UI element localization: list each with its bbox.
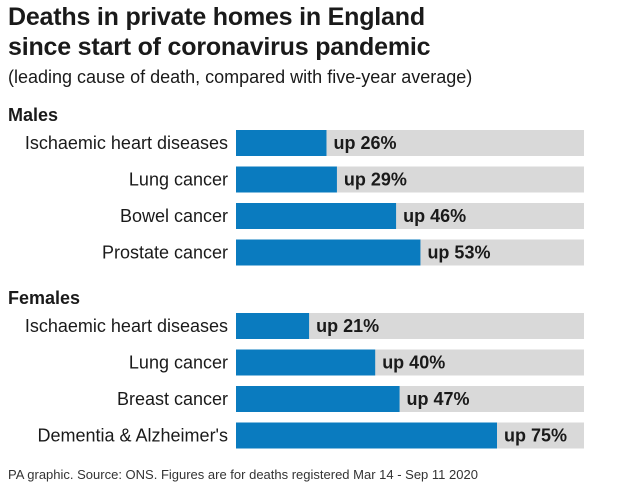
bar-males-bowel-cancer bbox=[236, 203, 397, 229]
chart-title-line-2: since start of coronavirus pandemic bbox=[8, 33, 431, 61]
bar-females-dementia-alzheimer-s bbox=[236, 422, 497, 449]
value-label-males-ischaemic-heart-diseases: up 26% bbox=[333, 133, 396, 153]
category-label-females-dementia-alzheimer-s: Dementia & Alzheimer's bbox=[37, 426, 228, 446]
bar-females-breast-cancer bbox=[236, 386, 400, 412]
chart-title-line-1: Deaths in private homes in England bbox=[8, 3, 425, 31]
footnote: PA graphic. Source: ONS. Figures are for… bbox=[8, 467, 478, 482]
value-label-males-prostate-cancer: up 53% bbox=[427, 243, 490, 263]
value-label-females-lung-cancer: up 40% bbox=[382, 353, 445, 373]
bar-females-ischaemic-heart-diseases bbox=[236, 313, 310, 339]
value-label-males-lung-cancer: up 29% bbox=[344, 170, 407, 190]
value-label-males-bowel-cancer: up 46% bbox=[403, 206, 466, 226]
bar-males-lung-cancer bbox=[236, 166, 337, 193]
chart-subtitle: (leading cause of death, compared with f… bbox=[8, 67, 473, 87]
group-title-males: Males bbox=[8, 105, 59, 125]
category-label-males-lung-cancer: Lung cancer bbox=[129, 170, 228, 190]
value-label-females-ischaemic-heart-diseases: up 21% bbox=[316, 316, 379, 336]
bar-males-ischaemic-heart-diseases bbox=[236, 130, 327, 156]
category-label-males-bowel-cancer: Bowel cancer bbox=[120, 206, 228, 226]
category-label-females-lung-cancer: Lung cancer bbox=[129, 353, 228, 373]
bar-females-lung-cancer bbox=[236, 349, 376, 376]
chart-title: Deaths in private homes in England since… bbox=[8, 2, 431, 62]
group-title-females: Females bbox=[8, 288, 81, 308]
category-label-females-ischaemic-heart-diseases: Ischaemic heart diseases bbox=[25, 316, 228, 336]
bar-males-prostate-cancer bbox=[236, 239, 421, 266]
category-label-females-breast-cancer: Breast cancer bbox=[117, 389, 228, 409]
value-label-females-dementia-alzheimer-s: up 75% bbox=[504, 426, 567, 446]
value-label-females-breast-cancer: up 47% bbox=[407, 389, 470, 409]
category-label-males-ischaemic-heart-diseases: Ischaemic heart diseases bbox=[25, 133, 228, 153]
category-label-males-prostate-cancer: Prostate cancer bbox=[102, 243, 228, 263]
